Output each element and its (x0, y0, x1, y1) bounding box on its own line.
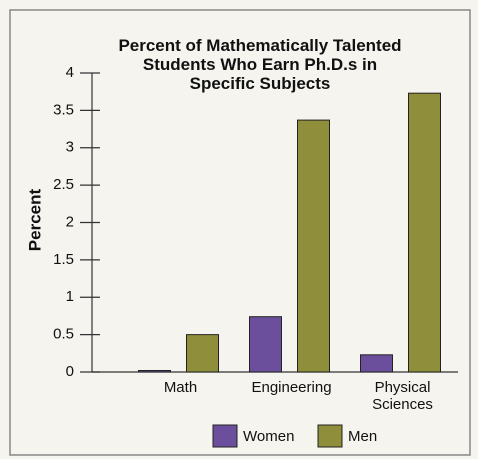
bar (360, 354, 393, 373)
legend-swatch (317, 424, 343, 448)
bar (297, 119, 330, 373)
y-axis-label: Percent (25, 188, 44, 251)
chart-title: Percent of Mathematically Talented Stude… (118, 36, 402, 93)
x-tick-label: Physical Sciences (372, 379, 433, 413)
y-tick-label: 1 (66, 288, 74, 305)
y-tick-label: 2 (66, 213, 74, 230)
y-tick-label: 0 (66, 363, 74, 380)
y-tick-label: 3 (66, 139, 74, 156)
y-tick-label: 2.5 (53, 176, 74, 193)
x-tick-label: Engineering (251, 379, 332, 396)
legend-label: Men (348, 428, 377, 445)
legend-swatch (212, 424, 238, 448)
bar (138, 370, 171, 373)
bar (186, 334, 219, 373)
bar (408, 92, 441, 373)
x-tick-label: Math (163, 379, 198, 396)
legend-label: Women (243, 428, 294, 445)
y-tick-label: 1.5 (53, 251, 74, 268)
y-tick-label: 4 (66, 64, 74, 81)
y-tick-label: 0.5 (53, 326, 74, 343)
frame (9, 9, 471, 456)
y-tick-label: 3.5 (53, 101, 74, 118)
bar (249, 316, 282, 373)
